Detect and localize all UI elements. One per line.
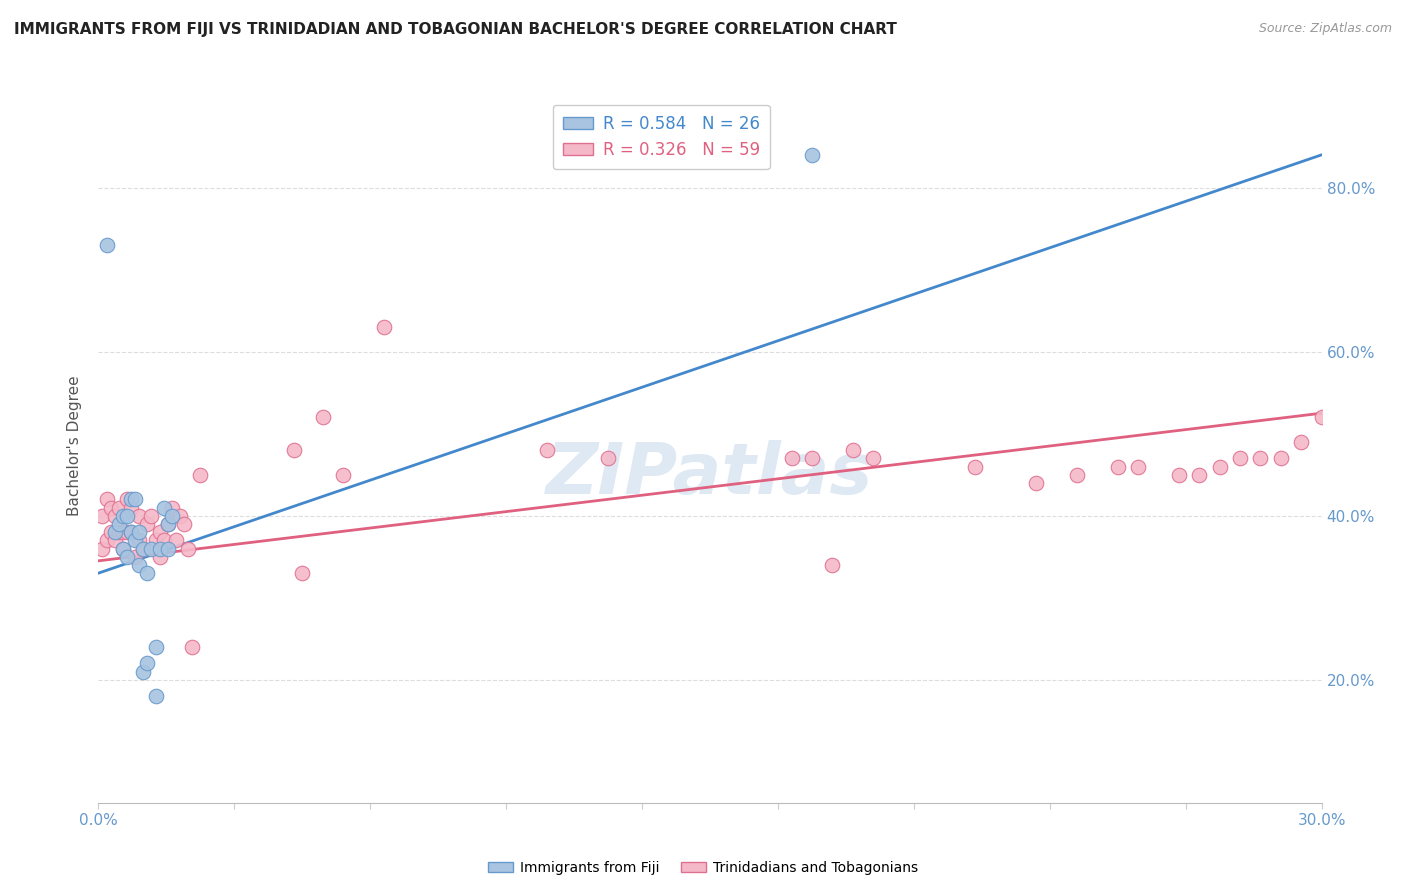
Point bbox=[801, 451, 824, 466]
Point bbox=[145, 640, 167, 654]
Point bbox=[100, 500, 122, 515]
Point bbox=[108, 525, 131, 540]
Point bbox=[1167, 467, 1189, 482]
Point bbox=[173, 516, 195, 531]
Point bbox=[115, 525, 138, 540]
Point bbox=[1249, 451, 1271, 466]
Point bbox=[156, 541, 179, 556]
Point bbox=[136, 657, 159, 671]
Point bbox=[136, 566, 159, 581]
Point bbox=[108, 500, 131, 515]
Point bbox=[120, 525, 142, 540]
Point bbox=[821, 558, 844, 572]
Point bbox=[120, 492, 142, 507]
Point bbox=[1128, 459, 1150, 474]
Point bbox=[152, 500, 174, 515]
Point bbox=[111, 508, 134, 523]
Point bbox=[145, 533, 167, 548]
Point bbox=[128, 558, 150, 572]
Point bbox=[283, 443, 305, 458]
Point bbox=[152, 533, 174, 548]
Point bbox=[124, 549, 146, 564]
Point bbox=[100, 525, 122, 540]
Point bbox=[108, 516, 131, 531]
Point bbox=[111, 541, 134, 556]
Point bbox=[91, 541, 114, 556]
Y-axis label: Bachelor's Degree: Bachelor's Degree bbox=[67, 376, 83, 516]
Point bbox=[169, 508, 191, 523]
Point bbox=[132, 541, 155, 556]
Legend: R = 0.584   N = 26, R = 0.326   N = 59: R = 0.584 N = 26, R = 0.326 N = 59 bbox=[553, 104, 769, 169]
Point bbox=[1107, 459, 1129, 474]
Point bbox=[111, 525, 134, 540]
Point bbox=[1270, 451, 1292, 466]
Point bbox=[156, 516, 179, 531]
Point bbox=[373, 320, 395, 334]
Point bbox=[1229, 451, 1251, 466]
Point bbox=[141, 541, 163, 556]
Point bbox=[128, 525, 150, 540]
Point bbox=[149, 541, 172, 556]
Point bbox=[1025, 475, 1047, 490]
Point bbox=[115, 549, 138, 564]
Point bbox=[1209, 459, 1232, 474]
Point bbox=[115, 492, 138, 507]
Legend: Immigrants from Fiji, Trinidadians and Tobagonians: Immigrants from Fiji, Trinidadians and T… bbox=[482, 855, 924, 880]
Point bbox=[1188, 467, 1211, 482]
Point bbox=[96, 492, 118, 507]
Point bbox=[128, 508, 150, 523]
Point bbox=[160, 508, 183, 523]
Point bbox=[291, 566, 314, 581]
Point bbox=[841, 443, 863, 458]
Point bbox=[156, 516, 179, 531]
Point bbox=[96, 238, 118, 252]
Text: Source: ZipAtlas.com: Source: ZipAtlas.com bbox=[1258, 22, 1392, 36]
Point bbox=[132, 665, 155, 679]
Point bbox=[312, 410, 335, 425]
Point bbox=[149, 525, 172, 540]
Point bbox=[141, 508, 163, 523]
Point bbox=[332, 467, 354, 482]
Point bbox=[160, 500, 183, 515]
Point bbox=[965, 459, 987, 474]
Point bbox=[1310, 410, 1333, 425]
Point bbox=[536, 443, 558, 458]
Point bbox=[104, 533, 127, 548]
Point bbox=[188, 467, 212, 482]
Point bbox=[801, 148, 824, 162]
Point bbox=[780, 451, 803, 466]
Point bbox=[120, 500, 142, 515]
Point bbox=[96, 533, 118, 548]
Point bbox=[862, 451, 884, 466]
Point bbox=[598, 451, 620, 466]
Point bbox=[111, 541, 134, 556]
Point bbox=[124, 533, 146, 548]
Point bbox=[149, 549, 172, 564]
Point bbox=[1291, 434, 1313, 449]
Point bbox=[181, 640, 204, 654]
Point bbox=[132, 541, 155, 556]
Text: IMMIGRANTS FROM FIJI VS TRINIDADIAN AND TOBAGONIAN BACHELOR'S DEGREE CORRELATION: IMMIGRANTS FROM FIJI VS TRINIDADIAN AND … bbox=[14, 22, 897, 37]
Point bbox=[177, 541, 200, 556]
Point bbox=[136, 516, 159, 531]
Point bbox=[115, 508, 138, 523]
Text: ZIPatlas: ZIPatlas bbox=[547, 440, 873, 509]
Point bbox=[1066, 467, 1088, 482]
Point bbox=[120, 525, 142, 540]
Point bbox=[104, 508, 127, 523]
Point bbox=[145, 689, 167, 703]
Point bbox=[124, 492, 146, 507]
Point bbox=[165, 533, 187, 548]
Point bbox=[128, 533, 150, 548]
Point bbox=[91, 508, 114, 523]
Point bbox=[104, 525, 127, 540]
